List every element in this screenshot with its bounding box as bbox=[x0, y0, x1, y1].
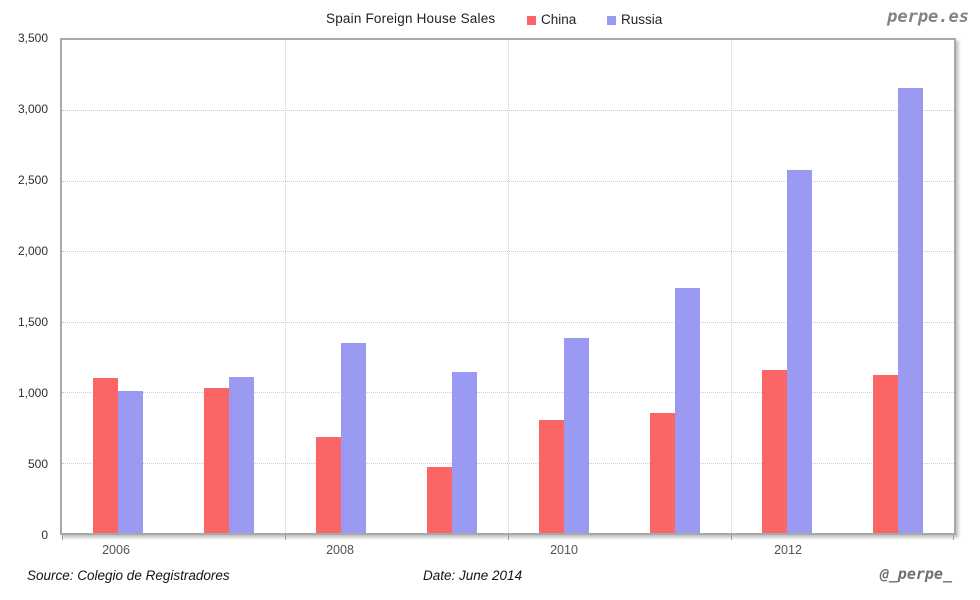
bar-russia-2009 bbox=[452, 372, 478, 533]
legend-swatch-russia bbox=[607, 15, 616, 25]
bar-china-2008 bbox=[315, 437, 341, 533]
legend-label-russia: Russia bbox=[621, 12, 663, 27]
bar-china-2012 bbox=[761, 370, 787, 533]
bar-russia-2010 bbox=[563, 337, 589, 533]
bar-russia-2007 bbox=[229, 377, 255, 533]
x-tick-mark bbox=[508, 535, 509, 540]
legend-item-russia: Russia bbox=[607, 12, 662, 27]
gridline-x-2008 bbox=[285, 40, 286, 533]
legend-label-china: China bbox=[541, 12, 577, 27]
y-axis-label-1500: 1,500 bbox=[17, 315, 48, 329]
x-tick-mark bbox=[953, 535, 954, 540]
twitter-handle: @_perpe_ bbox=[879, 565, 952, 583]
y-axis-label-500: 500 bbox=[27, 457, 48, 471]
x-tick-mark bbox=[285, 535, 286, 540]
legend-swatch-china bbox=[527, 15, 536, 25]
chart-title: Spain Foreign House Sales bbox=[326, 11, 496, 26]
bar-russia-2006 bbox=[117, 390, 143, 533]
y-axis: 0 500 1,000 1,500 2,000 2,500 3,000 3,500 bbox=[0, 31, 48, 542]
bar-russia-2008 bbox=[340, 342, 366, 533]
brand-watermark: perpe.es bbox=[887, 7, 969, 27]
x-tick-mark bbox=[62, 535, 63, 540]
bar-china-2013 bbox=[873, 375, 899, 533]
bar-russia-2013 bbox=[898, 87, 924, 533]
x-axis: 2006 2008 2010 2012 bbox=[60, 543, 956, 559]
x-axis-label-2006: 2006 bbox=[102, 543, 130, 557]
y-axis-label-3500: 3,500 bbox=[17, 31, 48, 45]
plot-area bbox=[60, 38, 956, 540]
gridline-x-2010 bbox=[508, 40, 509, 533]
bar-russia-2012 bbox=[786, 170, 812, 533]
x-axis-label-2008: 2008 bbox=[326, 543, 354, 557]
bar-china-2010 bbox=[538, 419, 564, 533]
bar-china-2011 bbox=[650, 412, 676, 533]
x-axis-label-2012: 2012 bbox=[774, 543, 802, 557]
bar-china-2006 bbox=[92, 378, 118, 533]
y-axis-label-2500: 2,500 bbox=[17, 173, 48, 187]
y-axis-label-0: 0 bbox=[41, 528, 48, 542]
y-axis-label-1000: 1,000 bbox=[17, 386, 48, 400]
y-axis-label-2000: 2,000 bbox=[17, 244, 48, 258]
bar-china-2007 bbox=[204, 387, 230, 533]
bar-russia-2011 bbox=[675, 287, 701, 533]
y-axis-label-3000: 3,000 bbox=[17, 102, 48, 116]
x-axis-label-2010: 2010 bbox=[550, 543, 578, 557]
bar-china-2009 bbox=[427, 466, 453, 533]
x-tick-mark bbox=[731, 535, 732, 540]
source-note: Source: Colegio de Registradores bbox=[27, 568, 230, 583]
gridline-x-2012 bbox=[731, 40, 732, 533]
date-note: Date: June 2014 bbox=[423, 568, 523, 583]
legend-item-china: China bbox=[527, 12, 576, 27]
